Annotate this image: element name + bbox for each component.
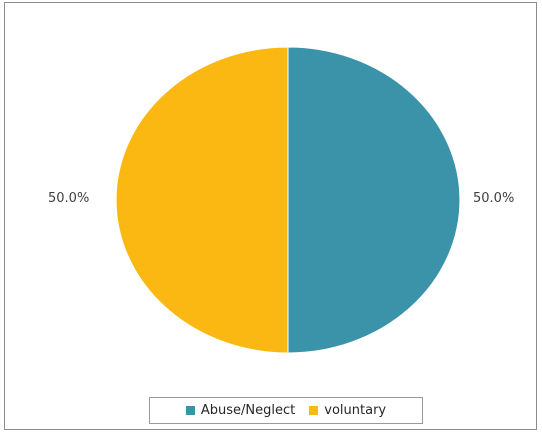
pie-slice-abuse-neglect (287, 46, 461, 354)
legend-label-abuse-neglect: Abuse/Neglect (200, 403, 296, 418)
slice-label-voluntary: 50.0% (48, 191, 90, 206)
slice-label-abuse-neglect: 50.0% (473, 191, 515, 206)
legend-label-voluntary: voluntary (324, 403, 387, 418)
pie-slices (115, 46, 461, 354)
legend: Abuse/Neglect voluntary (149, 397, 423, 424)
legend-item-abuse-neglect: Abuse/Neglect (185, 403, 296, 418)
legend-swatch-abuse-neglect (185, 406, 195, 415)
legend-swatch-voluntary (309, 406, 319, 415)
pie-slice-voluntary (115, 46, 289, 354)
legend-item-voluntary: voluntary (309, 403, 386, 418)
